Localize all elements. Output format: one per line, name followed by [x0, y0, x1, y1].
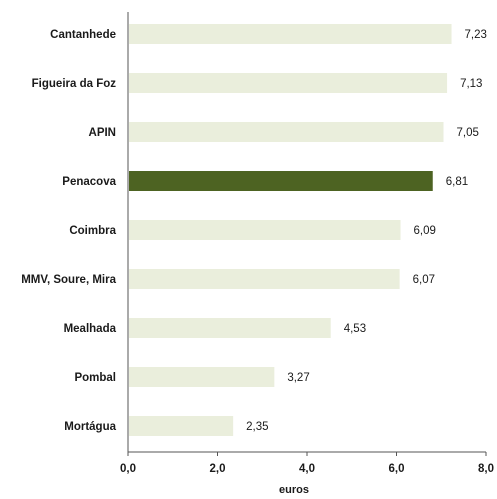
category-label-apin: APIN [89, 127, 116, 139]
bar-figueira-da-foz [129, 73, 448, 93]
x-axis-title: euros [279, 484, 309, 496]
value-labels-group: 7,23 7,13 7,05 6,81 6,09 6,07 4,53 3,27 2,35 [246, 29, 487, 433]
x-tick-label: 2,0 [210, 463, 226, 475]
bar-mmv-soure-mira [129, 269, 400, 289]
category-label-cantanhede: Cantanhede [50, 29, 116, 41]
category-label-mortagua: Mortágua [64, 421, 116, 433]
bar-pombal [129, 367, 275, 387]
bar-coimbra [129, 220, 401, 240]
value-label-penacova: 6,81 [446, 176, 468, 188]
x-tick-label: 6,0 [389, 463, 405, 475]
category-label-penacova: Penacova [62, 176, 116, 188]
bars-group [129, 24, 452, 436]
value-label-figueira-da-foz: 7,13 [460, 78, 482, 90]
value-label-pombal: 3,27 [287, 372, 309, 384]
bar-penacova [129, 171, 433, 191]
category-label-coimbra: Coimbra [69, 225, 116, 237]
category-label-figueira-da-foz: Figueira da Foz [32, 78, 117, 90]
x-ticks-group: 0,0 2,0 4,0 6,0 8,0 [120, 452, 494, 475]
category-label-mealhada: Mealhada [64, 323, 117, 335]
value-label-apin: 7,05 [456, 127, 478, 139]
bar-mortagua [129, 416, 234, 436]
bar-apin [129, 122, 444, 142]
x-tick-label: 4,0 [299, 463, 315, 475]
value-label-coimbra: 6,09 [414, 225, 436, 237]
value-label-mmv-soure-mira: 6,07 [413, 274, 435, 286]
value-label-mealhada: 4,53 [344, 323, 366, 335]
category-label-pombal: Pombal [74, 372, 116, 384]
x-tick-label: 0,0 [120, 463, 136, 475]
bar-mealhada [129, 318, 331, 338]
value-label-cantanhede: 7,23 [465, 29, 487, 41]
value-label-mortagua: 2,35 [246, 421, 268, 433]
category-label-mmv-soure-mira: MMV, Soure, Mira [21, 274, 116, 286]
category-labels-group: Cantanhede Figueira da Foz APIN Penacova Coi… [21, 29, 116, 433]
x-tick-label: 8,0 [478, 463, 494, 475]
bar-cantanhede [129, 24, 452, 44]
